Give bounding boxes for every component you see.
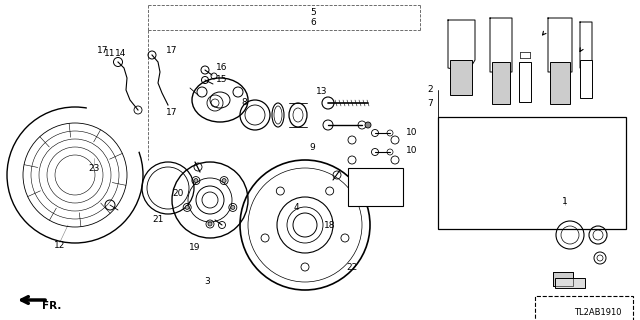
Circle shape <box>365 122 371 128</box>
Text: 13: 13 <box>316 86 328 95</box>
Text: 21: 21 <box>152 215 164 225</box>
Text: 4: 4 <box>293 203 299 212</box>
Text: 16: 16 <box>216 62 228 71</box>
Bar <box>492 62 510 104</box>
Text: 9: 9 <box>309 142 315 151</box>
Text: 7: 7 <box>427 99 433 108</box>
Text: 11: 11 <box>104 49 116 58</box>
Circle shape <box>208 222 212 226</box>
Text: TL2AB1910: TL2AB1910 <box>575 308 622 317</box>
Circle shape <box>231 205 235 209</box>
Bar <box>450 60 472 95</box>
Bar <box>553 272 573 286</box>
Text: 15: 15 <box>216 75 228 84</box>
Text: 12: 12 <box>54 241 66 250</box>
Text: 3: 3 <box>204 277 210 286</box>
Text: 6: 6 <box>310 18 316 27</box>
Bar <box>519 62 531 102</box>
Text: 2: 2 <box>427 84 433 93</box>
Text: 22: 22 <box>346 263 358 273</box>
Text: FR.: FR. <box>42 301 61 311</box>
Bar <box>348 168 403 206</box>
Bar <box>550 62 570 104</box>
Text: 17: 17 <box>166 108 178 116</box>
Circle shape <box>222 179 226 183</box>
Text: 17: 17 <box>97 45 109 54</box>
Text: 14: 14 <box>115 49 127 58</box>
Text: 10: 10 <box>406 146 418 155</box>
Circle shape <box>185 205 189 209</box>
Text: 1: 1 <box>562 197 568 206</box>
Text: 20: 20 <box>172 188 184 197</box>
Text: 5: 5 <box>310 7 316 17</box>
Text: 8: 8 <box>241 98 247 107</box>
Bar <box>555 278 585 288</box>
Bar <box>553 272 573 286</box>
Text: 18: 18 <box>324 221 336 230</box>
Circle shape <box>194 179 198 183</box>
Bar <box>580 60 592 98</box>
Text: 10: 10 <box>406 127 418 137</box>
Text: 23: 23 <box>88 164 100 172</box>
Text: 19: 19 <box>189 244 201 252</box>
Text: 17: 17 <box>166 45 178 54</box>
Bar <box>535 296 633 320</box>
Bar <box>438 117 626 229</box>
